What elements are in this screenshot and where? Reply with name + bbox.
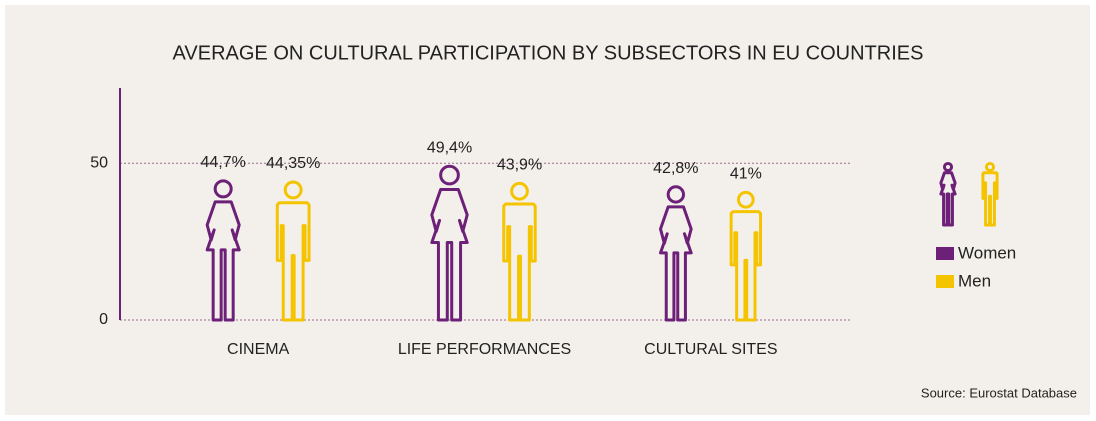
value-label: 43,9% — [497, 157, 542, 174]
legend-swatch — [936, 247, 954, 260]
y-tick-label: 0 — [99, 311, 108, 328]
x-tick-label: CULTURAL SITES — [644, 341, 777, 358]
legend-icon — [941, 163, 955, 225]
icon-head — [944, 163, 951, 170]
legend-label: Women — [958, 243, 1016, 262]
icon-head — [215, 181, 231, 197]
x-tick-label: LIFE PERFORMANCES — [398, 341, 571, 358]
pictogram-figure — [660, 187, 691, 320]
icon-body — [941, 173, 955, 225]
value-label: 41% — [730, 166, 762, 183]
icon-head — [512, 183, 528, 199]
icon-body — [983, 173, 997, 225]
icon-body — [504, 204, 535, 320]
panel — [5, 5, 1090, 415]
pictogram-figure — [731, 192, 760, 320]
x-tick-label: CINEMA — [227, 341, 290, 358]
pictogram-figure — [277, 182, 309, 320]
legend-swatch — [936, 275, 954, 288]
icon-head — [986, 163, 993, 170]
icon-body — [731, 212, 760, 320]
icon-head — [668, 187, 683, 202]
icon-body — [432, 189, 467, 320]
pictogram-figure — [432, 166, 467, 320]
value-label: 44,7% — [200, 154, 245, 171]
value-label: 42,8% — [653, 160, 698, 177]
icon-body — [207, 202, 239, 320]
value-label: 49,4% — [427, 139, 472, 156]
icon-body — [277, 203, 309, 320]
legend-label: Men — [958, 271, 991, 290]
value-label: 44,35% — [266, 155, 320, 172]
chart-title: AVERAGE ON CULTURAL PARTICIPATION BY SUB… — [173, 42, 924, 64]
icon-head — [441, 166, 459, 184]
source: Source: Eurostat Database — [921, 385, 1077, 400]
icon-head — [738, 192, 753, 207]
y-tick-label: 50 — [90, 154, 108, 171]
icon-body — [660, 207, 691, 320]
pictogram-figure — [207, 181, 239, 320]
legend-icon — [983, 163, 997, 225]
pictogram-figure — [504, 183, 535, 320]
icon-head — [285, 182, 301, 198]
